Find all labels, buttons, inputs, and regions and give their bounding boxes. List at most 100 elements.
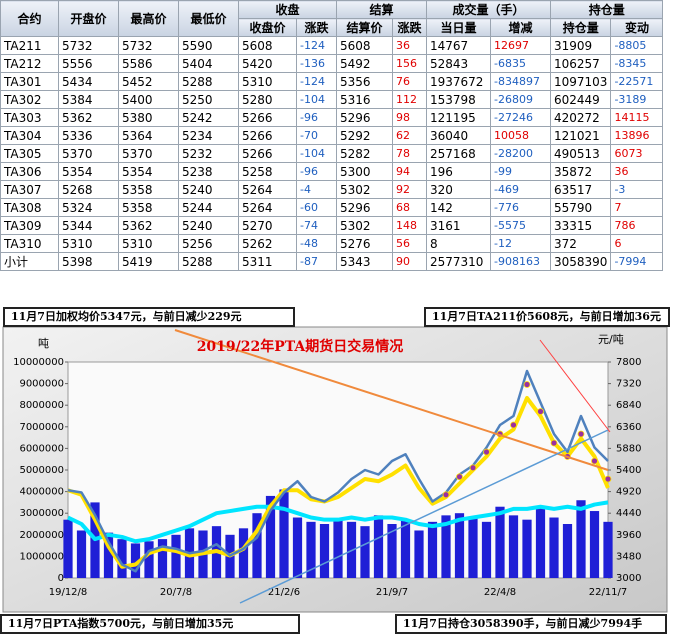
series-line [67,396,610,569]
table-cell: TA211 [0,36,59,55]
table-cell: 5244 [178,198,239,217]
y2-tick-label: 5880 [616,443,641,454]
point [456,473,463,481]
trend-line [239,429,609,604]
table-cell: 372 [549,234,612,253]
y2-tick-label: 3960 [616,530,641,541]
table-cell: 36 [392,36,427,55]
bar [373,515,384,578]
table-cell: -3189 [610,90,664,109]
bar [157,539,168,578]
table-cell: 5310 [118,234,179,253]
bar [265,495,276,578]
table-row: TA308 5324 5358 5244 5264 -60 5296 68 142 -776 557… [0,198,664,217]
y-tick-label: 2000000 [19,530,64,541]
table-cell: -96 [296,108,337,127]
table-row: 小计 5398 5419 5288 5311 -87 5343 90 2577310 -90816… [0,252,664,271]
table-cell: 92 [392,180,427,199]
table-cell: 36040 [426,126,491,145]
y-tick-label: 5000000 [19,465,64,476]
table-row: TA301 5434 5452 5288 5310 -124 5356 76 1937672 -8… [0,72,664,91]
table-cell: 121195 [426,108,491,127]
table-cell: -8345 [610,54,664,73]
point [469,464,477,472]
bar [468,517,478,578]
table-cell: 10058 [490,126,551,145]
table-cell: 5240 [178,180,239,199]
table-cell: 5270 [238,216,297,235]
bar [117,539,127,578]
bar [63,519,73,578]
table-cell: -22571 [610,72,664,91]
x-tick-label: 19/12/8 [49,587,88,598]
header-cell: 合约 [0,0,59,37]
group-header: 持仓量 [549,0,664,19]
table-cell: 5262 [238,234,297,253]
table-cell: 5732 [118,36,179,55]
table-cell: -8805 [610,36,664,55]
table-cell: -96 [296,162,337,181]
point [577,430,585,438]
header-row: 收盘价 涨跌 结算价 涨跌 当日量 增减 持仓量 变动 [1,18,664,37]
point [510,421,517,429]
table-cell: 5354 [118,162,179,181]
table-row: TA306 5354 5354 5238 5258 -96 5300 94 196 -99 3587… [0,162,664,181]
table-row: TA211 5732 5732 5590 5608 -124 5608 36 14767 1269… [0,36,664,55]
table-row: TA304 5336 5364 5234 5266 -70 5292 62 36040 10058… [0,126,664,145]
point [537,408,544,415]
table-cell: 5362 [58,108,119,127]
table-cell: 5310 [58,234,119,253]
table-cell: -12 [490,234,551,253]
y-tick-label: 9000000 [19,379,64,390]
note: 11月7日加权均价5347元，与前日减少229元 [3,307,295,327]
table-cell: 5288 [178,252,239,271]
note: 11月7日TA211价5608元，与前日增加36元 [424,307,670,327]
y-tick-label: 1000000 [19,551,64,562]
y2-tick-label: 4920 [616,487,641,498]
trend-line [174,329,609,471]
y2-tick-label: 7320 [616,379,641,390]
y2-tick-label: 4440 [616,508,641,519]
bar [589,511,600,578]
table-cell: 148 [392,216,427,235]
point [591,457,598,465]
bar [292,517,303,578]
y-tick-label: 8000000 [19,400,64,411]
table-cell: 5370 [118,144,179,163]
table-cell: 257168 [426,144,491,163]
bar [400,519,411,578]
header-cell: 持仓量 [549,18,612,37]
bar [144,541,154,578]
table-row: TA212 5556 5586 5404 5420 -136 5492 156 52843 -68… [0,54,664,73]
table-row: TA305 5370 5370 5232 5266 -104 5282 78 257168 -28… [0,144,664,163]
chart-title: 2019/22年PTA期货日交易情况 [197,338,404,355]
table-cell: 5266 [238,144,297,163]
table-cell: -87 [296,252,337,271]
bar [414,530,424,578]
x-tick-label: 21/9/7 [376,587,408,598]
table-cell: -28200 [490,144,551,163]
bar [238,528,249,578]
bar [333,519,343,578]
table-cell: -908163 [490,252,551,271]
x-tick-label: 20/7/8 [160,587,192,598]
y2-tick-label: 7800 [616,357,641,368]
table-cell: 76 [392,72,427,91]
table-cell: -70 [296,126,337,145]
y-axis-unit: 吨 [38,337,49,350]
bar [130,543,141,578]
point [550,439,558,447]
table-cell: 5398 [58,252,119,271]
bar [549,517,559,578]
header-cell: 当日量 [426,18,491,37]
table-cell: 5356 [336,72,393,91]
point [523,381,531,388]
y-tick-label: 0 [58,573,64,584]
table-row: TA307 5268 5358 5240 5264 -4 5302 92 320 -469 6351… [0,180,664,199]
y-tick-label: 7000000 [19,422,64,433]
table-row: TA310 5310 5310 5256 5262 -48 5276 56 8 -12 372 6 [0,234,664,253]
table-cell: 5234 [178,126,239,145]
note: 11月7日PTA指数5700元，与前日增加35元 [0,614,300,634]
